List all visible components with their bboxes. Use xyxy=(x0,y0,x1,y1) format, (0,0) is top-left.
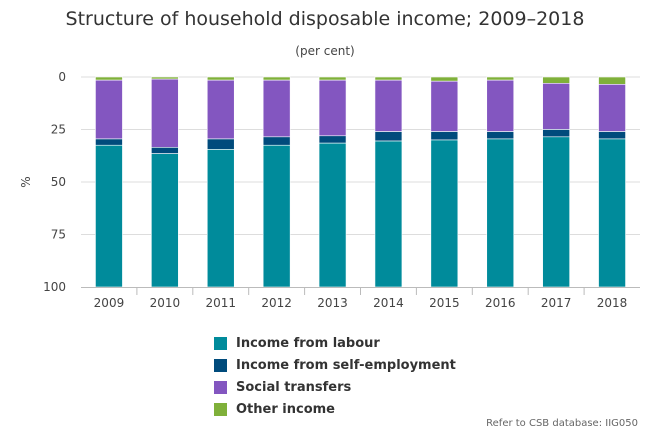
bar-segment xyxy=(486,79,515,132)
x-tick-label: 2012 xyxy=(261,296,292,310)
legend-label: Other income xyxy=(236,401,335,417)
bar-segment xyxy=(206,76,235,81)
legend-swatch xyxy=(214,380,227,394)
bar-segment xyxy=(542,129,570,138)
y-axis-label: % xyxy=(19,176,33,187)
bar-segment xyxy=(486,138,515,288)
bar-segment xyxy=(542,83,570,130)
bar-segment xyxy=(598,76,626,85)
bar-segment xyxy=(206,138,235,150)
y-tick-label: 100 xyxy=(43,280,66,294)
bar-segment xyxy=(374,76,403,81)
x-tick-label: 2018 xyxy=(597,296,628,310)
bar-segment xyxy=(598,138,626,288)
bar-segment xyxy=(318,142,347,288)
legend-swatch xyxy=(214,402,227,416)
bar-segment xyxy=(374,131,403,142)
x-tick-label: 2010 xyxy=(150,296,181,310)
bar-segment xyxy=(486,131,515,140)
x-tick-label: 2009 xyxy=(94,296,125,310)
chart-title: Structure of household disposable income… xyxy=(65,8,585,30)
bar-segment xyxy=(598,84,626,132)
bar-segment xyxy=(430,131,459,141)
bar-segment xyxy=(430,139,459,288)
legend-item: Social transfers xyxy=(214,376,456,398)
bar-segment xyxy=(95,79,123,140)
y-tick-label: 25 xyxy=(51,123,66,137)
bar-segment xyxy=(374,79,403,132)
legend-swatch xyxy=(214,336,227,350)
bar-segment xyxy=(486,76,515,81)
bar-segment xyxy=(151,76,179,80)
bar-segment xyxy=(318,135,347,144)
legend-swatch xyxy=(214,358,227,372)
bars xyxy=(95,76,626,288)
bar-segment xyxy=(262,136,291,146)
x-tick-label: 2015 xyxy=(429,296,460,310)
x-tick-label: 2014 xyxy=(373,296,404,310)
x-tick-label: 2017 xyxy=(541,296,572,310)
bar-segment xyxy=(318,76,347,81)
y-tick-label: 0 xyxy=(58,70,66,84)
legend-item: Income from self-employment xyxy=(214,354,456,376)
bar-segment xyxy=(206,149,235,288)
bar-segment xyxy=(318,79,347,137)
bar-segment xyxy=(151,147,179,154)
y-tick-label: 50 xyxy=(51,175,66,189)
bar-segment xyxy=(262,144,291,288)
bar-segment xyxy=(206,79,235,140)
stacked-bar-chart: 0 25 50 75 100 2009 2010 2011 2012 2013 2014 2015 20… xyxy=(19,70,640,310)
chart-subtitle: (per cent) xyxy=(295,44,355,58)
bar-segment xyxy=(542,136,570,288)
bar-segment xyxy=(262,76,291,81)
bar-segment xyxy=(430,80,459,132)
bar-segment xyxy=(262,79,291,138)
y-tick-label: 75 xyxy=(51,228,66,242)
legend-item: Income from labour xyxy=(214,332,456,354)
bar-segment xyxy=(95,138,123,146)
axes: 0 25 50 75 100 2009 2010 2011 2012 2013 2014 2015 20… xyxy=(43,70,640,310)
legend-label: Social transfers xyxy=(236,379,352,395)
bar-segment xyxy=(374,140,403,288)
legend-label: Income from labour xyxy=(236,335,380,351)
x-tick-label: 2013 xyxy=(317,296,348,310)
bar-segment xyxy=(95,76,123,81)
bar-segment xyxy=(151,153,179,288)
legend-item: Other income xyxy=(214,398,456,420)
x-tick-label: 2016 xyxy=(485,296,516,310)
bar-segment xyxy=(151,78,179,148)
chart-legend: Income from labour Income from self-emplo… xyxy=(214,332,456,420)
bar-segment xyxy=(598,131,626,140)
bar-segment xyxy=(95,144,123,288)
source-note: Refer to CSB database: IIG050 xyxy=(486,418,638,429)
bar-segment xyxy=(430,76,459,82)
bar-segment xyxy=(542,76,570,84)
legend-label: Income from self-employment xyxy=(236,357,456,373)
x-tick-label: 2011 xyxy=(205,296,236,310)
